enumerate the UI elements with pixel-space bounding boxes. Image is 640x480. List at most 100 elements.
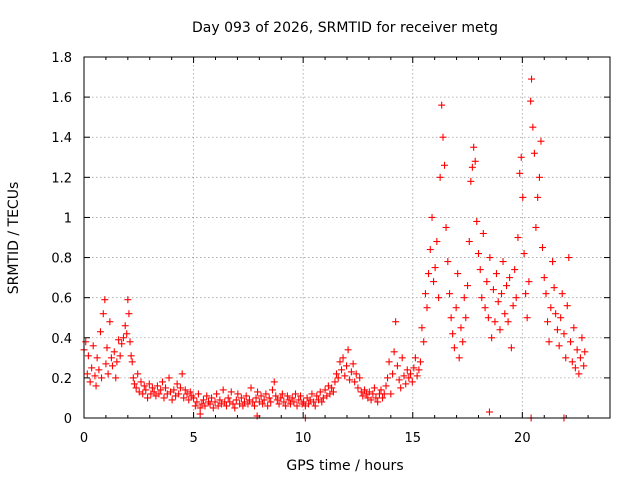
x-axis-label: GPS time / hours	[286, 458, 403, 474]
data-point	[319, 394, 327, 402]
data-point	[341, 372, 349, 380]
data-point	[408, 378, 416, 386]
data-point	[441, 161, 449, 169]
data-point	[580, 362, 588, 370]
data-point	[503, 282, 511, 290]
data-point	[418, 324, 426, 332]
data-point	[562, 354, 570, 362]
data-point	[457, 324, 465, 332]
data-point	[528, 75, 536, 83]
data-point	[519, 193, 527, 201]
data-point	[290, 398, 298, 406]
data-point	[431, 264, 439, 272]
data-point	[295, 396, 303, 404]
data-point	[491, 318, 499, 326]
data-point	[506, 274, 514, 282]
data-point	[459, 338, 467, 346]
data-point	[534, 193, 542, 201]
data-point	[186, 388, 194, 396]
data-point	[501, 310, 509, 318]
data-point	[196, 404, 204, 412]
data-point	[465, 238, 473, 246]
data-point	[84, 352, 92, 360]
data-point	[123, 330, 131, 338]
data-point	[336, 358, 344, 366]
data-point	[251, 402, 259, 410]
data-point	[367, 396, 375, 404]
data-point	[88, 364, 96, 372]
data-point	[185, 396, 193, 404]
data-point	[125, 310, 133, 318]
data-point	[481, 304, 489, 312]
data-point	[452, 304, 460, 312]
data-point	[516, 169, 524, 177]
data-point	[454, 270, 462, 278]
data-point	[326, 390, 334, 398]
data-point	[231, 404, 239, 412]
data-point	[462, 314, 470, 322]
data-point	[275, 400, 283, 408]
data-point	[89, 342, 97, 350]
data-point	[410, 364, 418, 372]
data-point	[571, 364, 579, 372]
data-point	[522, 290, 530, 298]
data-point	[532, 223, 540, 231]
data-point	[455, 354, 463, 362]
data-point	[239, 402, 247, 410]
data-point	[213, 390, 221, 398]
data-point	[168, 396, 176, 404]
data-point	[144, 394, 152, 402]
data-point	[529, 123, 537, 131]
y-tick-label: 1.4	[51, 131, 72, 146]
data-point	[504, 318, 512, 326]
data-point	[338, 366, 346, 374]
data-point	[555, 342, 563, 350]
data-point	[283, 392, 291, 400]
data-point	[573, 346, 581, 354]
data-point	[486, 254, 494, 262]
grid-lines	[84, 57, 610, 418]
data-point	[393, 362, 401, 370]
data-point	[209, 404, 217, 412]
data-point	[478, 294, 486, 302]
data-point	[83, 370, 91, 378]
data-point	[219, 386, 227, 394]
x-tick-label: 5	[189, 431, 197, 446]
data-point	[384, 374, 392, 382]
data-point	[305, 400, 313, 408]
data-point	[484, 314, 492, 322]
data-point	[415, 366, 423, 374]
data-point	[162, 384, 170, 392]
data-point	[259, 400, 267, 408]
data-point	[237, 394, 245, 402]
data-point	[407, 370, 415, 378]
data-point	[308, 390, 316, 398]
data-point	[102, 360, 110, 368]
data-point	[468, 163, 476, 171]
data-point	[106, 318, 114, 326]
data-point	[252, 394, 260, 402]
data-point	[395, 376, 403, 384]
data-point	[247, 384, 255, 392]
data-point	[470, 143, 478, 151]
data-point	[382, 382, 390, 390]
data-point	[170, 386, 178, 394]
data-point	[387, 390, 395, 398]
data-point	[211, 398, 219, 406]
data-point	[268, 386, 276, 394]
data-point	[489, 286, 497, 294]
y-tick-label: 0.4	[51, 332, 72, 347]
data-point	[354, 384, 362, 392]
data-point	[389, 370, 397, 378]
data-point	[545, 338, 553, 346]
data-point	[483, 278, 491, 286]
data-points	[80, 75, 589, 422]
data-point	[280, 398, 288, 406]
y-tick-label: 1	[64, 211, 72, 226]
data-point	[310, 398, 318, 406]
data-point	[272, 392, 280, 400]
data-point	[293, 402, 301, 410]
data-point	[421, 290, 429, 298]
data-point	[300, 398, 308, 406]
data-point	[494, 298, 502, 306]
